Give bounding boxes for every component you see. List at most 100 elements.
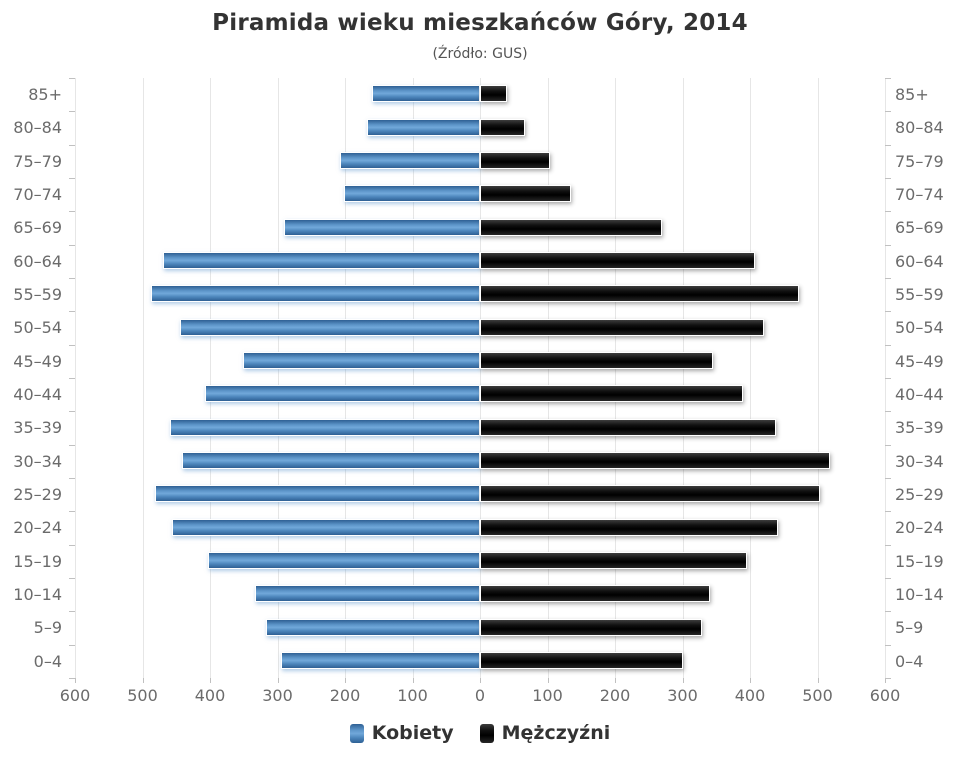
category-label-left: 60–64 (13, 251, 62, 271)
chart-subtitle: (Źródło: GUS) (432, 46, 528, 62)
mezczyzni-swatch-icon (479, 723, 494, 743)
left-axis-tick (69, 678, 75, 679)
legend-item-mezczyzni[interactable]: Mężczyźni (479, 722, 611, 744)
x-axis-tick-label: 300 (262, 686, 293, 705)
gridline (345, 78, 346, 678)
bar-mezczyzni-75–79 (480, 151, 550, 169)
left-axis-tick (69, 644, 75, 646)
gridline (75, 78, 76, 678)
category-label-right: 30–34 (895, 451, 944, 471)
right-axis-tick (885, 544, 891, 546)
category-label-right: 25–29 (895, 485, 944, 504)
category-label-right: 65–69 (895, 218, 944, 238)
gridline (142, 78, 144, 678)
bar-kobiety-35–39 (170, 418, 480, 436)
chart-title: Piramida wieku mieszkańców Góry, 2014 (212, 10, 748, 36)
right-axis-tick (885, 178, 891, 179)
right-axis-tick (885, 278, 891, 279)
bar-kobiety-40–44 (204, 385, 480, 403)
gridline (615, 78, 616, 678)
x-axis-tick-label: 100 (397, 686, 428, 705)
gridline (277, 78, 279, 678)
category-label-left: 25–29 (13, 485, 62, 504)
right-axis-tick (885, 644, 891, 646)
left-axis-tick (69, 478, 75, 479)
left-axis-tick (69, 278, 75, 279)
x-axis-tick (75, 678, 76, 683)
right-axis-tick (885, 311, 891, 313)
category-label-left: 20–24 (13, 518, 62, 538)
legend-label-mezczyzni: Mężczyźni (501, 722, 611, 744)
bar-mezczyzni-80–84 (480, 118, 525, 136)
category-label-right: 60–64 (895, 251, 944, 271)
category-label-right: 45–49 (895, 351, 944, 371)
right-axis-tick (885, 344, 891, 346)
category-label-left: 75–79 (13, 151, 62, 171)
left-axis-tick (69, 544, 75, 546)
right-axis-tick (885, 211, 891, 213)
legend-item-kobiety[interactable]: Kobiety (349, 722, 454, 744)
category-label-right: 0–4 (895, 651, 924, 671)
gridline (210, 78, 211, 678)
bar-mezczyzni-20–24 (480, 518, 778, 536)
bar-kobiety-80–84 (366, 118, 480, 136)
bar-mezczyzni-45–49 (480, 351, 713, 369)
bar-kobiety-65–69 (284, 218, 480, 236)
bar-mezczyzni-65–69 (480, 218, 663, 236)
right-axis-tick (885, 411, 891, 413)
category-label-right: 70–74 (895, 185, 944, 204)
kobiety-swatch-icon (349, 723, 364, 743)
bar-kobiety-50–54 (180, 318, 480, 336)
left-axis-tick (69, 144, 75, 146)
bar-kobiety-75–79 (339, 151, 480, 169)
category-label-right: 40–44 (895, 385, 944, 404)
category-label-right: 55–59 (895, 285, 944, 304)
category-label-right: 5–9 (895, 618, 924, 638)
category-label-left: 85+ (28, 85, 62, 104)
category-label-left: 30–34 (13, 451, 62, 471)
left-axis-tick (69, 344, 75, 346)
category-label-left: 50–54 (13, 318, 62, 338)
legend: Kobiety Mężczyźni (0, 722, 960, 744)
category-label-left: 10–14 (13, 585, 62, 604)
legend-label-kobiety: Kobiety (371, 722, 454, 744)
x-axis-tick (750, 678, 751, 683)
right-axis-tick (885, 578, 891, 579)
right-axis-tick (885, 611, 891, 613)
left-axis-tick (69, 444, 75, 446)
x-axis-tick (210, 678, 211, 683)
category-label-left: 45–49 (13, 351, 62, 371)
bar-kobiety-10–14 (254, 585, 480, 603)
bar-mezczyzni-60–64 (480, 251, 756, 269)
x-axis-tick-label: 500 (127, 686, 158, 705)
x-axis-tick (547, 678, 549, 683)
bar-mezczyzni-10–14 (480, 585, 710, 603)
bar-mezczyzni-50–54 (480, 318, 765, 336)
plot-area (69, 78, 891, 683)
x-axis-tick-label: 200 (329, 686, 361, 705)
x-axis-tick (412, 678, 414, 683)
category-label-right: 75–79 (895, 151, 944, 171)
x-axis-tick (277, 678, 279, 683)
category-label-right: 80–84 (895, 118, 944, 138)
category-label-right: 85+ (895, 85, 929, 104)
x-axis-tick-label: 300 (667, 686, 698, 705)
right-axis-tick (885, 378, 891, 379)
right-axis-tick (885, 678, 891, 679)
left-axis-tick (69, 178, 75, 179)
x-axis-tick (142, 678, 144, 683)
x-axis-tick-label: 600 (59, 686, 91, 705)
x-axis-tick (817, 678, 819, 683)
bar-mezczyzni-40–44 (480, 385, 743, 403)
bar-mezczyzni-25–29 (480, 485, 820, 503)
category-label-left: 40–44 (13, 385, 62, 404)
category-label-left: 15–19 (13, 551, 62, 571)
left-axis-tick (69, 311, 75, 313)
category-label-right: 50–54 (895, 318, 944, 338)
right-axis-tick (885, 511, 891, 513)
bar-kobiety-15–19 (207, 551, 480, 569)
gridline (682, 78, 684, 678)
bar-kobiety-70–74 (343, 185, 480, 203)
left-axis-tick (69, 244, 75, 246)
